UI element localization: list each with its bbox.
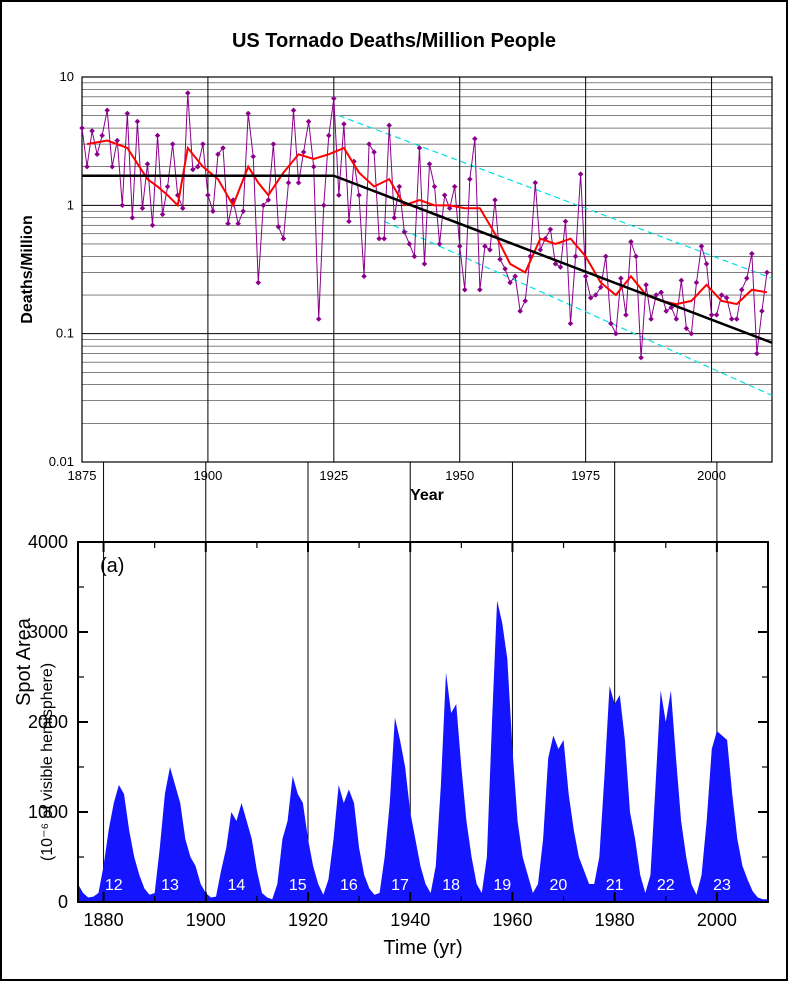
svg-text:15: 15	[289, 877, 307, 894]
svg-text:12: 12	[105, 877, 123, 894]
svg-text:19: 19	[493, 877, 511, 894]
svg-text:1875: 1875	[68, 468, 97, 483]
svg-text:1960: 1960	[492, 910, 532, 930]
svg-text:1950: 1950	[445, 468, 474, 483]
svg-text:0: 0	[58, 892, 68, 912]
svg-text:16: 16	[340, 877, 358, 894]
svg-text:20: 20	[550, 877, 568, 894]
svg-text:1925: 1925	[319, 468, 348, 483]
svg-text:1900: 1900	[193, 468, 222, 483]
svg-text:23: 23	[713, 877, 731, 894]
svg-text:1980: 1980	[595, 910, 635, 930]
svg-text:1: 1	[67, 197, 74, 212]
svg-text:US Tornado Deaths/Million Peop: US Tornado Deaths/Million People	[232, 30, 556, 52]
svg-text:1900: 1900	[186, 910, 226, 930]
svg-text:4000: 4000	[28, 532, 68, 552]
svg-text:2000: 2000	[697, 910, 737, 930]
svg-text:(a): (a)	[100, 555, 124, 577]
svg-text:14: 14	[228, 877, 246, 894]
svg-text:21: 21	[606, 877, 624, 894]
svg-text:Spot Area: Spot Area	[13, 617, 35, 706]
svg-text:10: 10	[60, 69, 74, 84]
figure-svg: US Tornado Deaths/Million People 0.01 0.1 1…	[2, 2, 786, 979]
chart-page: { "title": "US Tornado Deaths/Million Pe…	[0, 0, 788, 981]
svg-text:22: 22	[657, 877, 675, 894]
svg-text:1975: 1975	[571, 468, 600, 483]
svg-text:Year: Year	[410, 487, 444, 504]
svg-text:18: 18	[442, 877, 460, 894]
svg-text:2000: 2000	[697, 468, 726, 483]
svg-text:1880: 1880	[84, 910, 124, 930]
svg-text:Deaths/Million: Deaths/Million	[19, 215, 36, 323]
svg-text:(10⁻⁶ of visible hemisphere): (10⁻⁶ of visible hemisphere)	[39, 663, 56, 861]
svg-text:1920: 1920	[288, 910, 328, 930]
svg-text:0.01: 0.01	[49, 454, 74, 469]
svg-text:1940: 1940	[390, 910, 430, 930]
svg-text:17: 17	[391, 877, 409, 894]
svg-text:0.1: 0.1	[56, 326, 74, 341]
svg-text:Time (yr): Time (yr)	[383, 937, 462, 959]
svg-text:13: 13	[161, 877, 179, 894]
